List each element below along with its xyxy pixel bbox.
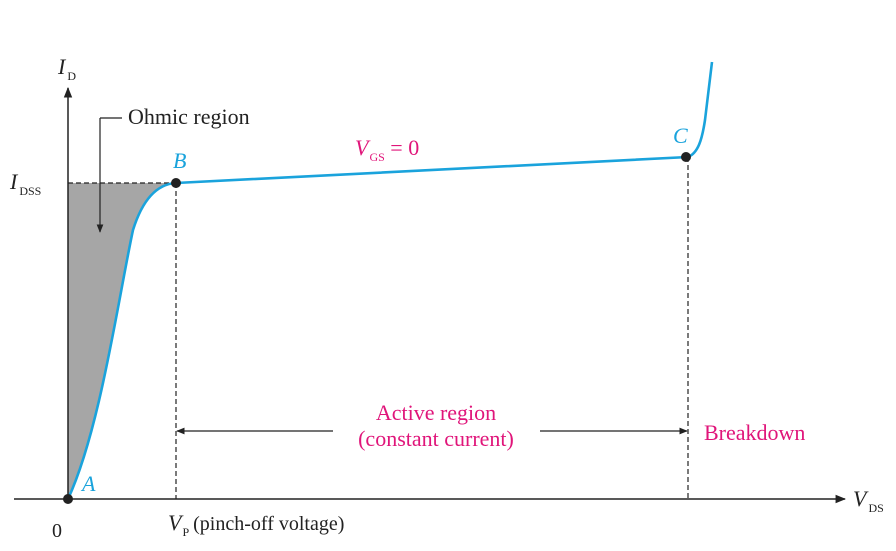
active-region-label: Active region [376,400,496,425]
x-axis-label: V DS [853,486,884,515]
point-b [171,178,181,188]
point-a [63,494,73,504]
origin-label: 0 [52,520,62,542]
point-b-label: B [173,148,186,173]
point-c-label: C [673,123,688,148]
point-c [681,152,691,162]
ohmic-region-shade [68,183,176,499]
vgs-label: VGS = 0 [355,135,419,164]
active-region-sublabel: (constant current) [358,426,514,451]
ohmic-region-label: Ohmic region [128,104,250,129]
vp-label: VP (pinch-off voltage) [168,510,344,539]
breakdown-label: Breakdown [704,420,805,445]
point-a-label: A [80,471,96,496]
vgs0-curve [66,61,714,500]
idss-label: I DSS [9,169,41,198]
